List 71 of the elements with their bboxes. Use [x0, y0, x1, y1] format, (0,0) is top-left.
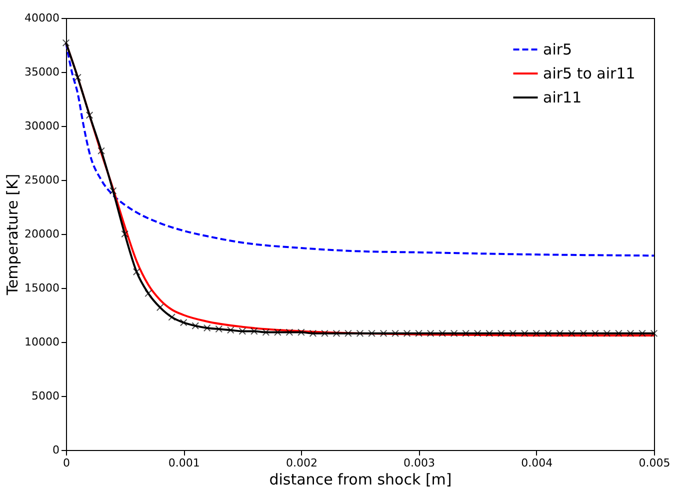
point — [86, 112, 94, 119]
y-tick-label: 30000 — [24, 120, 60, 132]
point — [144, 290, 152, 298]
point — [415, 330, 422, 338]
point — [544, 330, 552, 338]
point — [426, 330, 434, 338]
point — [321, 330, 328, 338]
point — [121, 230, 128, 238]
legend-label: air11 — [543, 88, 582, 106]
point — [250, 328, 258, 335]
point — [580, 330, 588, 338]
x-tick-label: 0 — [63, 456, 70, 470]
point — [168, 314, 176, 321]
point — [532, 330, 540, 338]
point — [192, 322, 200, 330]
point — [332, 330, 340, 338]
legend-label: air5 — [543, 40, 572, 58]
x-tick-label: 0.004 — [521, 456, 553, 470]
point — [638, 330, 646, 338]
y-tick-label: 15000 — [24, 282, 60, 294]
point — [344, 330, 352, 338]
x-tick-label: 0.005 — [638, 456, 670, 470]
point — [380, 330, 388, 338]
point — [62, 39, 70, 46]
point — [274, 328, 282, 336]
point — [356, 330, 364, 338]
point — [156, 304, 164, 312]
point — [392, 330, 399, 338]
point — [98, 147, 105, 154]
legend-label: air5 to air11 — [543, 64, 636, 82]
point — [215, 325, 223, 333]
y-tick-label: 10000 — [24, 336, 60, 348]
point — [615, 330, 622, 338]
point — [568, 330, 576, 338]
point — [262, 328, 270, 336]
point — [450, 330, 458, 338]
point — [486, 330, 494, 338]
point — [238, 328, 246, 335]
point — [286, 328, 294, 336]
point — [603, 330, 611, 338]
point — [650, 330, 658, 338]
y-tick-label: 20000 — [24, 228, 60, 240]
point — [556, 330, 564, 338]
point — [180, 318, 188, 326]
point — [474, 330, 482, 338]
point — [109, 187, 117, 194]
point — [497, 330, 505, 338]
point — [438, 330, 446, 338]
y-axis-title: Temperature [K] — [4, 174, 22, 296]
point — [309, 330, 317, 338]
x-axis-title: distance from shock [m] — [269, 470, 452, 488]
point — [226, 326, 234, 334]
x-tick-label: 0.003 — [404, 456, 436, 470]
x-tick-label: 0.001 — [168, 456, 200, 470]
point — [462, 330, 470, 338]
y-tick-label: 0 — [52, 444, 60, 456]
point — [626, 330, 634, 338]
point — [509, 330, 517, 338]
y-tick-label: 35000 — [24, 66, 60, 78]
y-tick-label: 5000 — [32, 390, 60, 402]
y-tick-label: 40000 — [24, 12, 60, 24]
point — [298, 328, 305, 336]
point — [520, 330, 528, 338]
y-tick-label: 25000 — [24, 174, 60, 186]
point — [74, 74, 82, 82]
x-tick-label: 0.002 — [286, 456, 318, 470]
point — [403, 330, 411, 338]
point — [592, 330, 599, 338]
point — [132, 268, 140, 276]
point — [368, 330, 376, 338]
point — [203, 324, 211, 332]
